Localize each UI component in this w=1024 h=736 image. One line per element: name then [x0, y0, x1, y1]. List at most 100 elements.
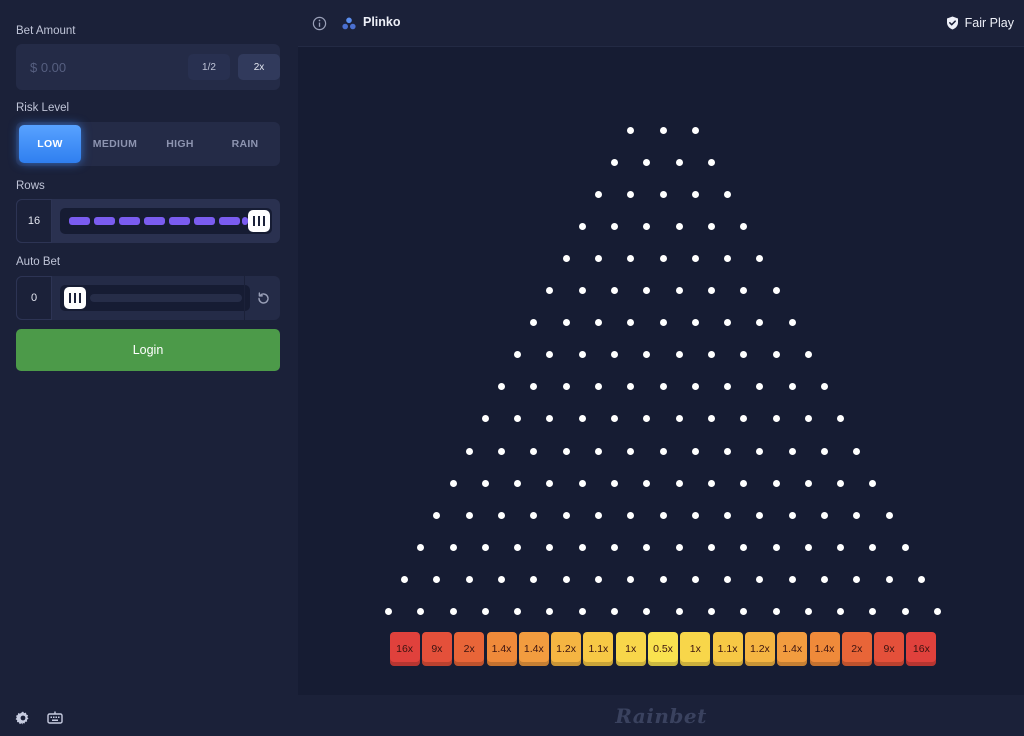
peg: [546, 479, 554, 487]
peg: [627, 575, 635, 583]
login-button[interactable]: Login: [16, 329, 280, 371]
auto-bet-control: 0: [16, 276, 280, 320]
multiplier-slot: 16x: [906, 632, 937, 666]
multiplier-slot: 2x: [454, 632, 485, 666]
peg: [578, 351, 586, 359]
peg: [433, 575, 441, 583]
double-bet-button[interactable]: 2x: [238, 54, 280, 80]
peg: [594, 575, 602, 583]
risk-rain-button[interactable]: RAIN: [214, 125, 276, 163]
peg: [546, 287, 554, 294]
fair-play-button[interactable]: Fair Play: [946, 10, 1014, 36]
peg: [853, 511, 861, 519]
peg: [659, 190, 667, 198]
peg: [530, 319, 538, 327]
peg: [530, 575, 538, 583]
half-bet-button[interactable]: 1/2: [188, 54, 230, 80]
peg: [449, 608, 457, 615]
auto-bet-slider-rail: [90, 294, 242, 302]
multiplier-slot: 1.4x: [777, 632, 808, 666]
peg: [611, 351, 619, 359]
info-button[interactable]: [312, 16, 327, 36]
multiplier-slot: 2x: [841, 632, 872, 666]
peg: [821, 447, 828, 455]
risk-low-button[interactable]: LOW: [19, 125, 81, 163]
rows-slider-handle[interactable]: [248, 210, 270, 232]
settings-button[interactable]: [14, 709, 32, 727]
keyboard-shortcuts-button[interactable]: [46, 709, 64, 727]
peg: [804, 543, 812, 551]
peg: [594, 511, 602, 519]
peg: [578, 415, 586, 423]
peg: [740, 222, 748, 230]
rows-slider-segment: [242, 217, 248, 225]
peg: [594, 319, 602, 327]
peg: [788, 383, 796, 391]
risk-medium-button[interactable]: MEDIUM: [84, 125, 146, 163]
peg: [578, 608, 586, 615]
peg: [643, 158, 651, 166]
peg: [740, 479, 748, 487]
peg: [691, 383, 699, 391]
peg: [675, 158, 683, 166]
rows-slider[interactable]: [60, 208, 272, 234]
peg: [885, 575, 893, 583]
peg: [481, 479, 489, 487]
fair-play-label: Fair Play: [964, 16, 1014, 30]
peg: [917, 575, 925, 583]
multiplier-slot: 16x: [389, 632, 420, 666]
peg: [707, 351, 715, 359]
auto-bet-value[interactable]: 0: [16, 276, 52, 320]
peg: [562, 319, 570, 327]
peg: [465, 447, 473, 455]
peg: [643, 351, 651, 359]
peg: [643, 287, 651, 294]
rows-slider-segment: [94, 217, 115, 225]
peg: [659, 383, 667, 391]
peg: [740, 543, 748, 551]
peg: [562, 511, 570, 519]
peg: [837, 608, 845, 615]
multiplier-slot: 9x: [874, 632, 905, 666]
peg: [481, 608, 489, 615]
peg: [417, 543, 425, 551]
peg: [659, 447, 667, 455]
multiplier-slot: 9x: [421, 632, 452, 666]
peg: [546, 351, 554, 359]
auto-bet-slider[interactable]: [60, 285, 250, 311]
peg: [627, 319, 635, 327]
auto-bet-reset-button[interactable]: [244, 276, 281, 320]
peg: [804, 351, 812, 359]
peg: [691, 447, 699, 455]
peg: [740, 608, 748, 615]
auto-bet-slider-handle[interactable]: [64, 287, 86, 309]
peg: [691, 190, 699, 198]
peg: [546, 608, 554, 615]
peg: [384, 608, 392, 615]
peg: [417, 608, 425, 615]
peg: [821, 575, 828, 583]
peg: [707, 158, 715, 166]
peg: [675, 543, 683, 551]
peg: [627, 447, 635, 455]
peg: [756, 319, 764, 327]
peg: [675, 479, 683, 487]
game-footer: Rainbet: [298, 695, 1024, 736]
peg: [756, 447, 764, 455]
peg: [740, 287, 748, 294]
peg: [643, 479, 651, 487]
peg: [691, 575, 699, 583]
shield-check-icon: [946, 16, 958, 30]
rows-value[interactable]: 16: [16, 199, 52, 243]
multiplier-slot: 1.2x: [744, 632, 775, 666]
peg: [837, 479, 845, 487]
peg: [578, 543, 586, 551]
rows-slider-segment: [169, 217, 190, 225]
peg: [707, 479, 715, 487]
peg: [772, 608, 780, 615]
bet-amount-input[interactable]: [16, 44, 176, 90]
risk-level-label: Risk Level: [16, 102, 70, 114]
risk-high-button[interactable]: HIGH: [149, 125, 211, 163]
peg: [611, 222, 619, 230]
peg: [691, 319, 699, 327]
